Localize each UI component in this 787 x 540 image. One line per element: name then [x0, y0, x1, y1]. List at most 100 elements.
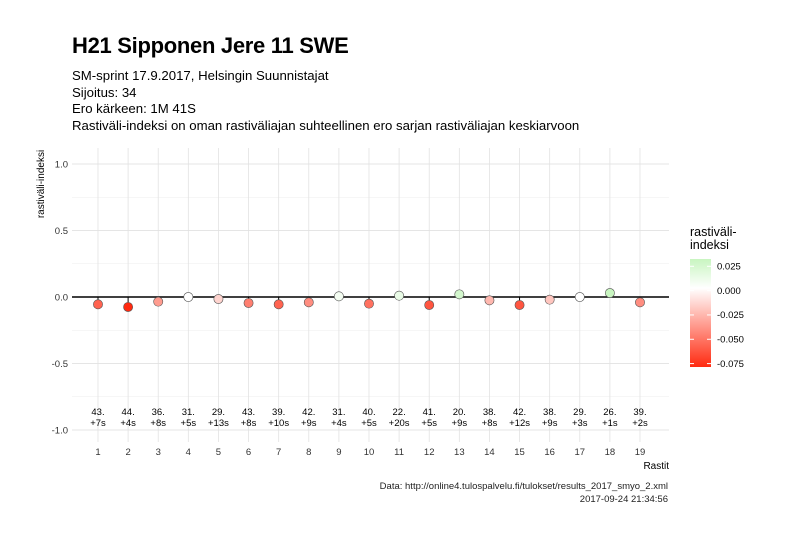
- point-rank-label: 42.: [302, 407, 315, 418]
- legend-tick-label: -0.050: [717, 334, 744, 345]
- x-axis-title: Rastit: [643, 461, 669, 472]
- point-diff-label: +20s: [389, 418, 410, 429]
- point-diff-label: +4s: [120, 418, 136, 429]
- y-axis-title: rastiväli-indeksi: [36, 150, 47, 218]
- data-point: [574, 292, 585, 302]
- point-diff-label: +9s: [542, 418, 558, 429]
- point-rank-label: 26.: [603, 407, 616, 418]
- data-point: [424, 300, 435, 310]
- data-point: [394, 290, 405, 301]
- y-tick-label: 0.5: [55, 226, 68, 237]
- y-tick-label: 0.0: [55, 292, 68, 303]
- data-point: [544, 294, 555, 305]
- point-diff-label: +7s: [90, 418, 106, 429]
- data-point: [303, 297, 314, 308]
- point-rank-label: 29.: [573, 407, 586, 418]
- x-tick-label: 10: [364, 447, 375, 458]
- data-point: [604, 288, 615, 298]
- legend-tick-label: -0.025: [717, 310, 744, 321]
- y-tick-label: -0.5: [52, 359, 68, 370]
- legend-title-line2: indeksi: [690, 238, 729, 252]
- point-diff-label: +5s: [421, 418, 437, 429]
- point-rank-label: 29.: [212, 407, 225, 418]
- x-tick-label: 18: [605, 447, 616, 458]
- x-tick-label: 1: [95, 447, 100, 458]
- data-point: [454, 289, 465, 300]
- x-tick-label: 15: [514, 447, 525, 458]
- point-diff-label: +8s: [150, 418, 166, 429]
- point-rank-label: 43.: [91, 407, 104, 418]
- point-diff-label: +3s: [572, 418, 588, 429]
- point-diff-label: +1s: [602, 418, 618, 429]
- legend-colorbar: [690, 259, 711, 367]
- data-point: [243, 298, 254, 308]
- point-rank-label: 40.: [362, 407, 375, 418]
- x-tick-label: 7: [276, 447, 281, 458]
- x-tick-label: 13: [454, 447, 465, 458]
- point-rank-label: 39.: [272, 407, 285, 418]
- x-tick-label: 16: [544, 447, 555, 458]
- data-point: [484, 295, 495, 306]
- caption-source: Data: http://online4.tulospalvelu.fi/tul…: [379, 481, 668, 492]
- x-tick-label: 14: [484, 447, 495, 458]
- point-rank-label: 36.: [152, 407, 165, 418]
- data-point: [333, 291, 344, 302]
- subtitle-event: SM-sprint 17.9.2017, Helsingin Suunnista…: [72, 68, 329, 83]
- point-diff-label: +8s: [482, 418, 498, 429]
- point-rank-label: 38.: [543, 407, 556, 418]
- legend-title-line1: rastiväli-: [690, 225, 737, 239]
- subtitle-placement: Sijoitus: 34: [72, 84, 137, 100]
- point-diff-label: +4s: [331, 418, 347, 429]
- caption-timestamp: 2017-09-24 21:34:56: [579, 493, 668, 505]
- point-diff-label: +5s: [361, 418, 377, 429]
- data-point: [183, 292, 194, 302]
- point-rank-label: 43.: [242, 407, 255, 418]
- point-rank-label: 31.: [332, 407, 345, 418]
- chart-caption: Data: http://online4.tulospalvelu.fi/tul…: [380, 481, 668, 506]
- subtitle-gap: Ero kärkeen: 1M 41S: [72, 101, 196, 116]
- x-tick-label: 19: [635, 447, 646, 458]
- x-tick-label: 3: [156, 447, 161, 458]
- point-diff-label: +10s: [268, 418, 289, 429]
- data-point: [153, 296, 164, 307]
- point-rank-label: 39.: [633, 407, 646, 418]
- point-rank-label: 38.: [483, 407, 496, 418]
- point-diff-label: +5s: [181, 418, 197, 429]
- point-diff-label: +9s: [452, 418, 468, 429]
- x-tick-label: 5: [216, 447, 221, 458]
- chart-subtitle: SM-sprint 17.9.2017, Helsingin Suunnista…: [72, 68, 579, 134]
- point-rank-label: 41.: [423, 407, 436, 418]
- legend-tick-label: 0.025: [717, 261, 741, 272]
- x-tick-label: 12: [424, 447, 435, 458]
- point-diff-label: +8s: [241, 418, 257, 429]
- subtitle-description: Rastiväli-indeksi on oman rastiväliajan …: [72, 117, 580, 133]
- point-rank-label: 22.: [393, 407, 406, 418]
- data-point: [364, 298, 374, 309]
- y-tick-label: -1.0: [52, 425, 68, 436]
- data-point: [635, 297, 645, 308]
- legend-tick-label: -0.075: [717, 359, 744, 370]
- legend-tick-label: 0.000: [717, 286, 741, 297]
- legend-title: rastiväli- indeksi: [690, 226, 770, 252]
- point-diff-label: +9s: [301, 418, 317, 429]
- point-rank-label: 42.: [513, 407, 526, 418]
- x-tick-label: 6: [246, 447, 251, 458]
- point-diff-label: +13s: [208, 418, 229, 429]
- data-point: [213, 294, 224, 304]
- data-point: [273, 299, 284, 310]
- x-tick-label: 8: [306, 447, 311, 458]
- x-tick-label: 11: [394, 447, 404, 458]
- chart-title: H21 Sipponen Jere 11 SWE: [72, 33, 349, 58]
- data-point: [123, 302, 134, 312]
- x-tick-label: 4: [186, 447, 191, 458]
- point-diff-label: +2s: [632, 418, 648, 429]
- data-point: [514, 300, 525, 310]
- x-tick-label: 17: [574, 447, 585, 458]
- data-point: [93, 299, 103, 310]
- point-rank-label: 44.: [122, 407, 135, 418]
- point-rank-label: 31.: [182, 407, 195, 418]
- point-diff-label: +12s: [509, 418, 530, 429]
- x-tick-label: 2: [125, 447, 130, 458]
- x-tick-label: 9: [336, 447, 341, 458]
